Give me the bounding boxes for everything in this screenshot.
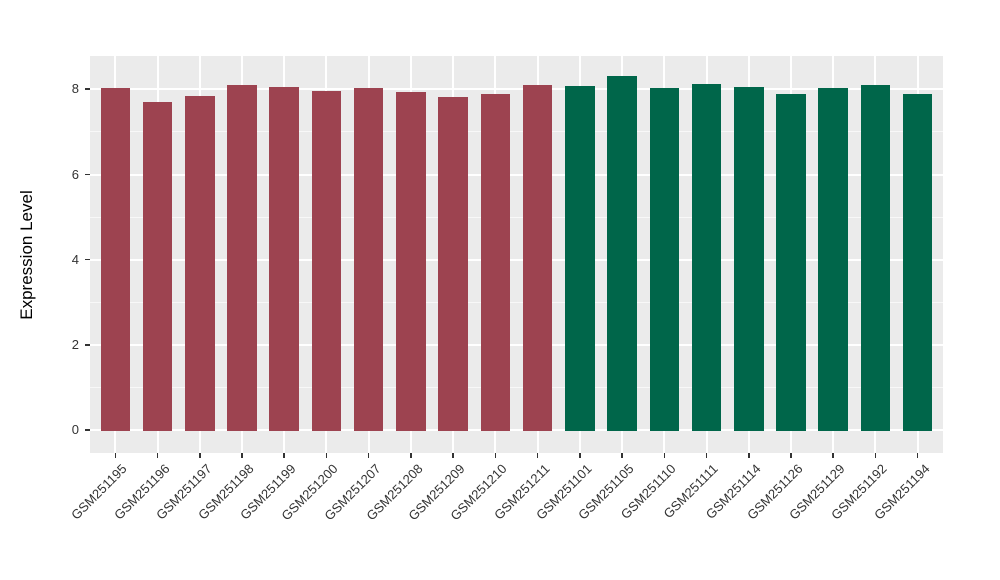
y-tick-mark [85,88,90,90]
bar-GSM251209 [438,97,468,432]
y-tick-mark [85,258,90,261]
gridline-major-y [90,344,943,347]
bar-GSM251101 [565,86,595,432]
y-tick-label: 8 [71,81,79,97]
y-tick-label: 4 [71,251,79,267]
x-tick-mark [283,453,285,458]
gridline-major-y [90,173,943,176]
gridline-minor-y [90,216,943,218]
x-tick-mark [579,453,581,458]
bar-GSM251208 [396,92,426,432]
x-tick-mark [367,453,370,458]
bar-GSM251207 [353,87,384,432]
bar-GSM251196 [142,101,173,432]
bar-GSM251129 [818,87,848,432]
y-tick-mark [85,344,90,346]
x-tick-mark [199,453,201,458]
y-tick-label: 0 [71,422,79,438]
x-tick-mark [874,453,877,458]
x-tick-mark [536,453,539,458]
bar-GSM251194 [902,93,933,432]
y-tick-mark [85,429,90,431]
x-tick-mark [452,453,454,458]
x-tick-mark [494,453,497,458]
y-tick-label: 6 [71,166,79,182]
x-tick-mark [663,453,666,458]
bar-GSM251110 [649,87,680,432]
bar-GSM251200 [311,90,342,432]
x-tick-mark [325,453,328,458]
x-tick-mark [241,453,243,458]
x-tick-mark [114,453,117,458]
gridline-major-y [90,258,943,261]
x-tick-mark [748,453,750,458]
bar-GSM251111 [691,84,722,432]
gridline-major-y [90,88,943,91]
bar-GSM251210 [480,94,511,432]
y-tick-mark [85,173,90,176]
bar-GSM251192 [860,85,891,432]
gridline-minor-y [90,301,943,303]
x-tick-mark [410,453,412,458]
bar-GSM251197 [185,96,215,432]
x-tick-mark [705,453,708,458]
x-tick-mark [621,453,623,458]
bar-GSM251114 [733,86,764,432]
x-tick-mark [832,453,834,458]
y-tick-label: 2 [71,337,79,353]
bar-GSM251126 [776,94,806,432]
gridline-major-y [90,429,943,432]
gridline-minor-y [90,387,943,389]
x-tick-mark [790,453,792,458]
bar-GSM251199 [269,87,299,432]
bar-GSM251211 [522,84,553,432]
x-tick-mark [916,453,919,458]
bar-GSM251105 [607,76,637,432]
gridline-minor-y [90,131,943,133]
plot-panel [90,56,943,453]
bar-GSM251195 [100,87,131,432]
bar-GSM251198 [227,84,257,432]
x-tick-mark [156,453,159,458]
